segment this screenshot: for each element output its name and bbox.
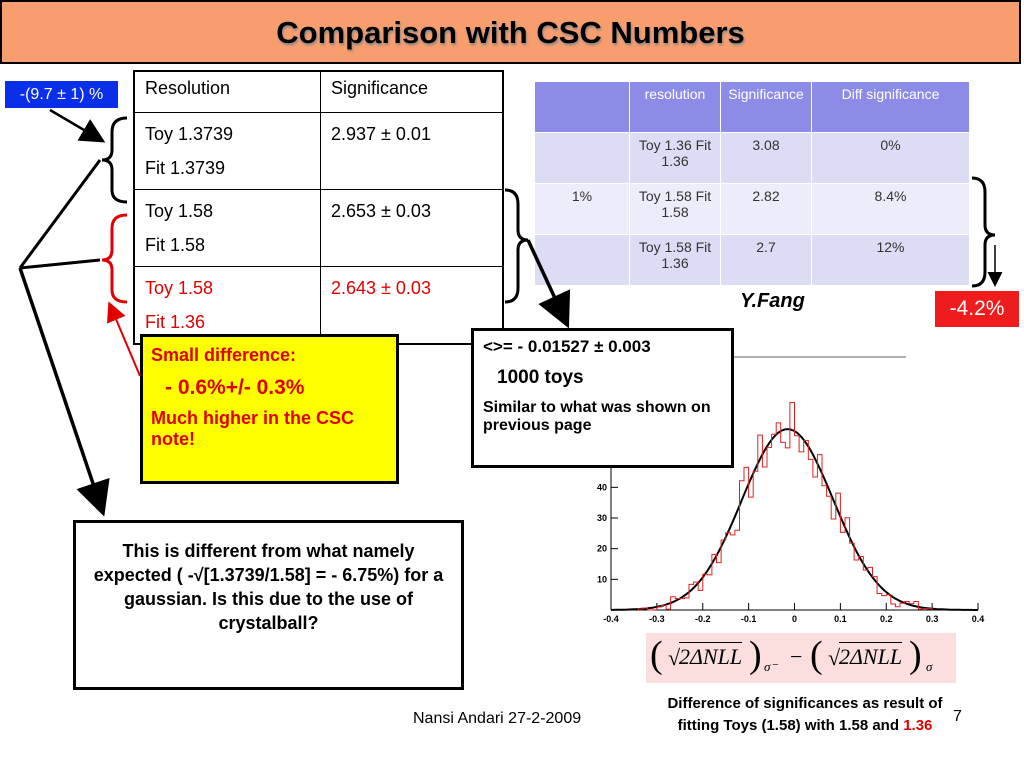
table-header: resolution: [629, 81, 721, 133]
table-header: Significance: [320, 70, 504, 113]
table-header: Significance: [720, 81, 812, 133]
x-tick-label: 0.3: [926, 614, 939, 624]
x-tick-label: 0.2: [880, 614, 893, 624]
table-cell: Fit 1.36: [145, 312, 206, 332]
black-brace: [971, 176, 996, 288]
y-tick-label: 30: [597, 513, 607, 523]
title-bar: Comparison with CSC Numbers: [0, 0, 1021, 64]
note-line: Much higher in the CSC note!: [151, 408, 355, 449]
table-cell: Fit 1.3739: [145, 158, 226, 178]
table-cell: Toy 1.58 Fit 1.36: [629, 234, 721, 286]
connector-line: [19, 258, 101, 270]
histogram-bars: [638, 401, 933, 611]
formula-term: 2ΔNLL: [679, 642, 743, 669]
table-cell: Toy 1.3739: [145, 124, 234, 144]
table-cell: 2.82: [720, 183, 812, 235]
table-cell: 12%: [811, 234, 970, 286]
note-line: Similar to what was shown on previous pa…: [483, 399, 711, 434]
arrow: [107, 301, 141, 377]
table-row: Toy 1.58 Fit 1.36 2.643 ± 0.03: [133, 266, 504, 345]
figure-caption: Difference of significances as result of…: [650, 693, 960, 737]
table-cell: Fit 1.58: [145, 235, 206, 255]
x-tick-label: -0.4: [603, 614, 619, 624]
table-header: Resolution: [133, 70, 321, 113]
y-tick-label: 40: [597, 482, 607, 492]
caption-red: 1.36: [903, 717, 933, 734]
black-brace: [101, 116, 128, 204]
red-brace: [101, 213, 128, 304]
footer-author-date: Nansi Andari 27-2-2009: [413, 710, 582, 727]
note-line: - 0.6%+/- 0.3%: [165, 376, 305, 399]
page-number: 7: [953, 708, 962, 725]
y-tick-label: 10: [597, 574, 607, 584]
small-difference-note: Small difference: - 0.6%+/- 0.3% Much hi…: [140, 334, 399, 484]
x-tick-label: 0.1: [834, 614, 847, 624]
table-row: Toy 1.58 Fit 1.58 2.653 ± 0.03: [133, 189, 504, 267]
nll-formula: ( √ 2ΔNLL ) σ⁻ − ( √ 2ΔNLL ) σ: [646, 633, 956, 683]
note-line: Small difference:: [151, 345, 297, 365]
arrow: [526, 239, 571, 329]
formula-subscript: σ⁻: [764, 659, 778, 674]
gaussian-question: This is different from what namely expec…: [73, 520, 464, 690]
table-cell: 2.937 ± 0.01: [331, 124, 431, 144]
percent-badge-left: -(9.7 ± 1) %: [5, 81, 118, 108]
table-cell: 1%: [534, 183, 630, 235]
table-cell: Toy 1.36 Fit 1.36: [629, 132, 721, 184]
yfang-table: resolution Significance Diff significanc…: [534, 81, 970, 286]
formula-term: 2ΔNLL: [839, 642, 903, 669]
author-label: Y.Fang: [740, 290, 805, 312]
slide-title: Comparison with CSC Numbers: [276, 15, 745, 50]
y-tick-label: 20: [597, 544, 607, 554]
formula-subscript: σ: [926, 659, 933, 674]
table-row: Toy 1.58 Fit 1.36 2.7 12%: [534, 234, 970, 286]
table-cell: 2.643 ± 0.03: [331, 278, 431, 298]
table-cell: Toy 1.58: [145, 278, 214, 298]
table-cell: Toy 1.58: [145, 201, 214, 221]
caption-text: Difference of significances as result of…: [667, 695, 943, 734]
black-brace: [504, 188, 529, 304]
arrow: [18, 267, 110, 517]
percent-badge-right: -4.2%: [935, 291, 1019, 327]
note-line: 1000 toys: [497, 367, 584, 388]
note-line: <>= - 0.01527 ± 0.003: [483, 337, 651, 356]
toys-note: <>= - 0.01527 ± 0.003 1000 toys Similar …: [471, 328, 734, 468]
connector-line: [18, 159, 102, 269]
x-tick-label: 0.4: [972, 614, 985, 624]
table-cell: 2.653 ± 0.03: [331, 201, 431, 221]
x-tick-label: -0.1: [741, 614, 757, 624]
formula-minus: −: [790, 644, 803, 669]
table-header: Diff significance: [811, 81, 970, 133]
table-row: Toy 1.36 Fit 1.36 3.08 0%: [534, 132, 970, 184]
x-tick-label: -0.2: [695, 614, 711, 624]
x-tick-label: 0: [792, 614, 797, 624]
x-tick-label: -0.3: [649, 614, 665, 624]
resolution-table: Resolution Significance Toy 1.3739 Fit 1.…: [133, 70, 504, 345]
table-row: Toy 1.3739 Fit 1.3739 2.937 ± 0.01: [133, 112, 504, 190]
arrow: [49, 108, 106, 143]
table-cell: Toy 1.58 Fit 1.58: [629, 183, 721, 235]
table-row: 1% Toy 1.58 Fit 1.58 2.82 8.4%: [534, 183, 970, 235]
